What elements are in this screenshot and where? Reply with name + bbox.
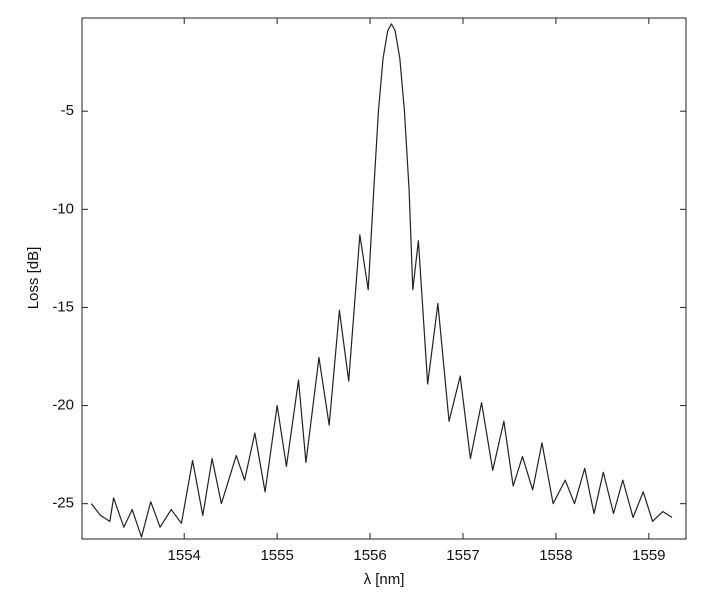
x-tick-label: 1558 xyxy=(539,547,572,564)
x-axis-label: λ [nm] xyxy=(364,571,405,588)
plot-frame xyxy=(81,17,687,540)
y-tick-label: -25 xyxy=(52,495,74,512)
y-tick-label: -5 xyxy=(61,102,74,119)
y-tick-label: -15 xyxy=(52,298,74,315)
x-tick-label: 1556 xyxy=(353,547,386,564)
x-tick-label: 1555 xyxy=(260,547,293,564)
y-tick-label: -10 xyxy=(52,200,74,217)
x-tick-label: 1554 xyxy=(168,547,201,564)
x-tick-label: 1557 xyxy=(446,547,479,564)
y-tick-label: -20 xyxy=(52,397,74,414)
y-axis-label: Loss [dB] xyxy=(25,247,42,310)
x-tick-label: 1559 xyxy=(632,547,665,564)
data-line xyxy=(90,23,673,538)
